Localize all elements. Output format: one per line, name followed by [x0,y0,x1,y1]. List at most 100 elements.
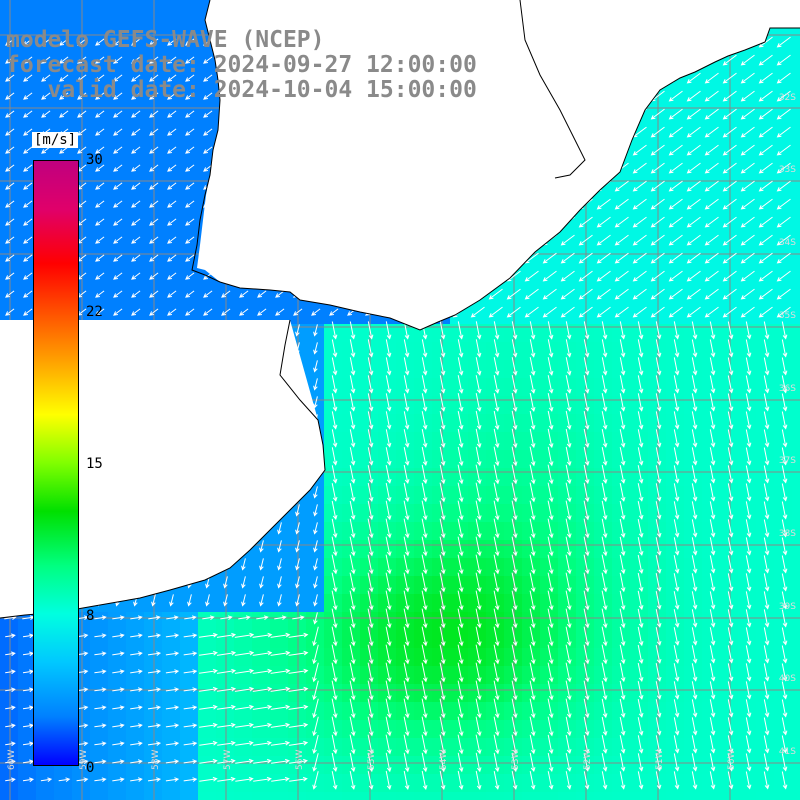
wind-arrow [493,446,500,467]
wind-arrow [313,360,318,373]
field-cell [144,666,162,684]
field-cell [576,738,594,756]
field-cell [198,720,216,738]
wind-arrow [511,716,518,737]
wind-arrow [199,758,218,764]
wind-arrow [165,687,180,692]
field-cell [576,702,594,720]
wind-arrow [722,270,737,282]
wind-arrow [131,74,141,82]
field-cell [684,666,702,684]
field-cell [432,504,450,522]
field-cell [540,324,558,342]
field-cell [432,594,450,612]
wind-arrow [23,272,33,280]
wind-arrow [745,735,752,754]
wind-arrow [185,200,195,208]
wind-arrow [655,771,662,790]
wind-arrow [758,54,773,66]
field-cell [702,198,720,216]
field-cell [558,324,576,342]
wind-arrow [349,752,356,773]
field-cell [630,432,648,450]
wind-arrow [217,740,236,746]
wind-arrow [187,594,192,607]
field-cell [738,630,756,648]
wind-arrow [619,554,626,575]
field-cell [684,72,702,90]
field-cell [324,612,342,630]
field-cell [612,702,630,720]
wind-arrow [5,633,16,639]
wind-arrow [349,339,356,358]
wind-arrow [704,90,719,102]
wind-arrow [583,339,590,358]
wind-arrow [234,686,255,692]
wind-arrow [583,554,590,575]
wind-arrow [149,200,159,208]
wind-arrow [781,645,788,664]
field-cell [162,630,180,648]
field-cell [36,792,54,800]
wind-arrow [511,626,518,647]
wind-arrow [529,482,536,503]
field-cell [432,684,450,702]
field-cell [738,558,756,576]
field-cell [252,720,270,738]
field-cell [576,234,594,252]
field-cell [702,648,720,666]
field-cell [486,522,504,540]
field-cell [198,648,216,666]
wind-arrow [331,734,338,755]
field-cell [468,342,486,360]
field-cell [234,756,252,774]
wind-arrow [691,555,698,574]
wind-arrow [637,753,644,772]
field-cell [738,486,756,504]
field-cell [396,378,414,396]
field-cell [774,360,792,378]
wind-arrow [704,216,719,228]
wind-arrow [216,650,237,656]
wind-arrow [421,626,428,647]
field-cell [468,630,486,648]
field-cell [216,738,234,756]
wind-arrow [403,339,410,358]
wind-arrow [367,644,374,665]
field-cell [558,252,576,270]
wind-arrow [722,306,737,318]
field-cell [702,684,720,702]
field-cell [684,738,702,756]
wind-arrow [493,716,500,737]
field-cell [468,594,486,612]
wind-arrow [763,753,770,772]
field-cell [612,792,630,800]
field-cell [486,648,504,666]
field-cell [522,324,540,342]
field-cell [216,774,234,792]
wind-arrow [439,446,446,467]
wind-arrow [727,429,734,448]
wind-arrow [493,375,500,394]
field-cell [252,666,270,684]
wind-arrow [619,590,626,611]
field-cell [414,648,432,666]
wind-arrow [41,56,51,64]
wind-arrow [763,519,770,538]
field-cell [198,738,216,756]
field-cell [756,774,774,792]
wind-arrow [745,699,752,718]
wind-arrow [149,290,159,298]
field-cell [630,720,648,738]
field-cell [324,486,342,504]
wind-arrow [167,92,177,100]
field-cell [702,774,720,792]
field-cell [504,324,522,342]
field-cell [738,252,756,270]
field-cell [324,666,342,684]
field-cell [522,774,540,792]
wind-arrow [385,644,392,665]
lat-label: 36S [779,384,796,394]
wind-arrow [216,686,237,692]
wind-arrow [367,482,374,503]
